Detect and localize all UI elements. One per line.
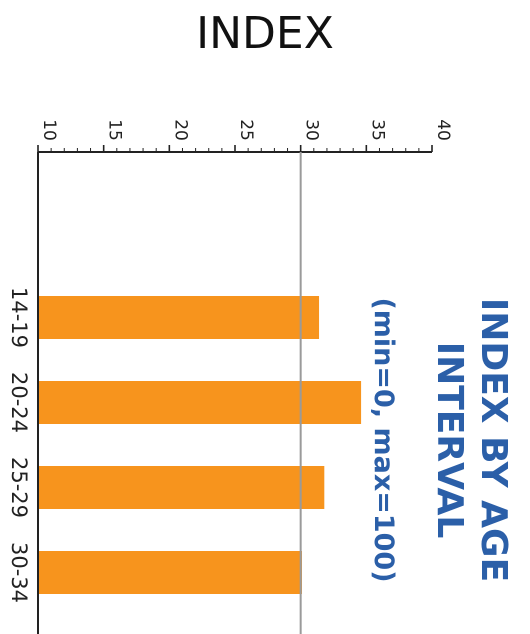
- bar-30-34: [38, 551, 302, 594]
- tick-label: 25: [236, 119, 256, 141]
- bar-20-24: [38, 381, 362, 424]
- tick-label: 10: [39, 119, 59, 141]
- bars: [38, 296, 362, 594]
- category-label: 14-19: [7, 287, 31, 348]
- category-label: 20-24: [7, 372, 31, 433]
- tick-label: 35: [367, 119, 387, 141]
- value-axis: 10 15 20 25 30 35 40: [37, 119, 453, 153]
- category-label: 30-34: [7, 542, 31, 603]
- chart-subtitle: (min=0, max=100): [368, 297, 399, 582]
- category-labels: 14-19 20-24 25-29 30-34: [7, 287, 31, 603]
- bar-14-19: [38, 296, 320, 339]
- tick-label: 15: [105, 119, 125, 141]
- tick-label: 40: [433, 119, 453, 141]
- tick-label: 30: [302, 119, 322, 141]
- bar-25-29: [38, 466, 325, 509]
- category-label: 25-29: [7, 457, 31, 518]
- tick-label: 20: [170, 119, 190, 141]
- chart-title: INDEX BY AGEINTERVAL: [429, 298, 514, 582]
- value-axis-title: INDEX: [196, 8, 334, 59]
